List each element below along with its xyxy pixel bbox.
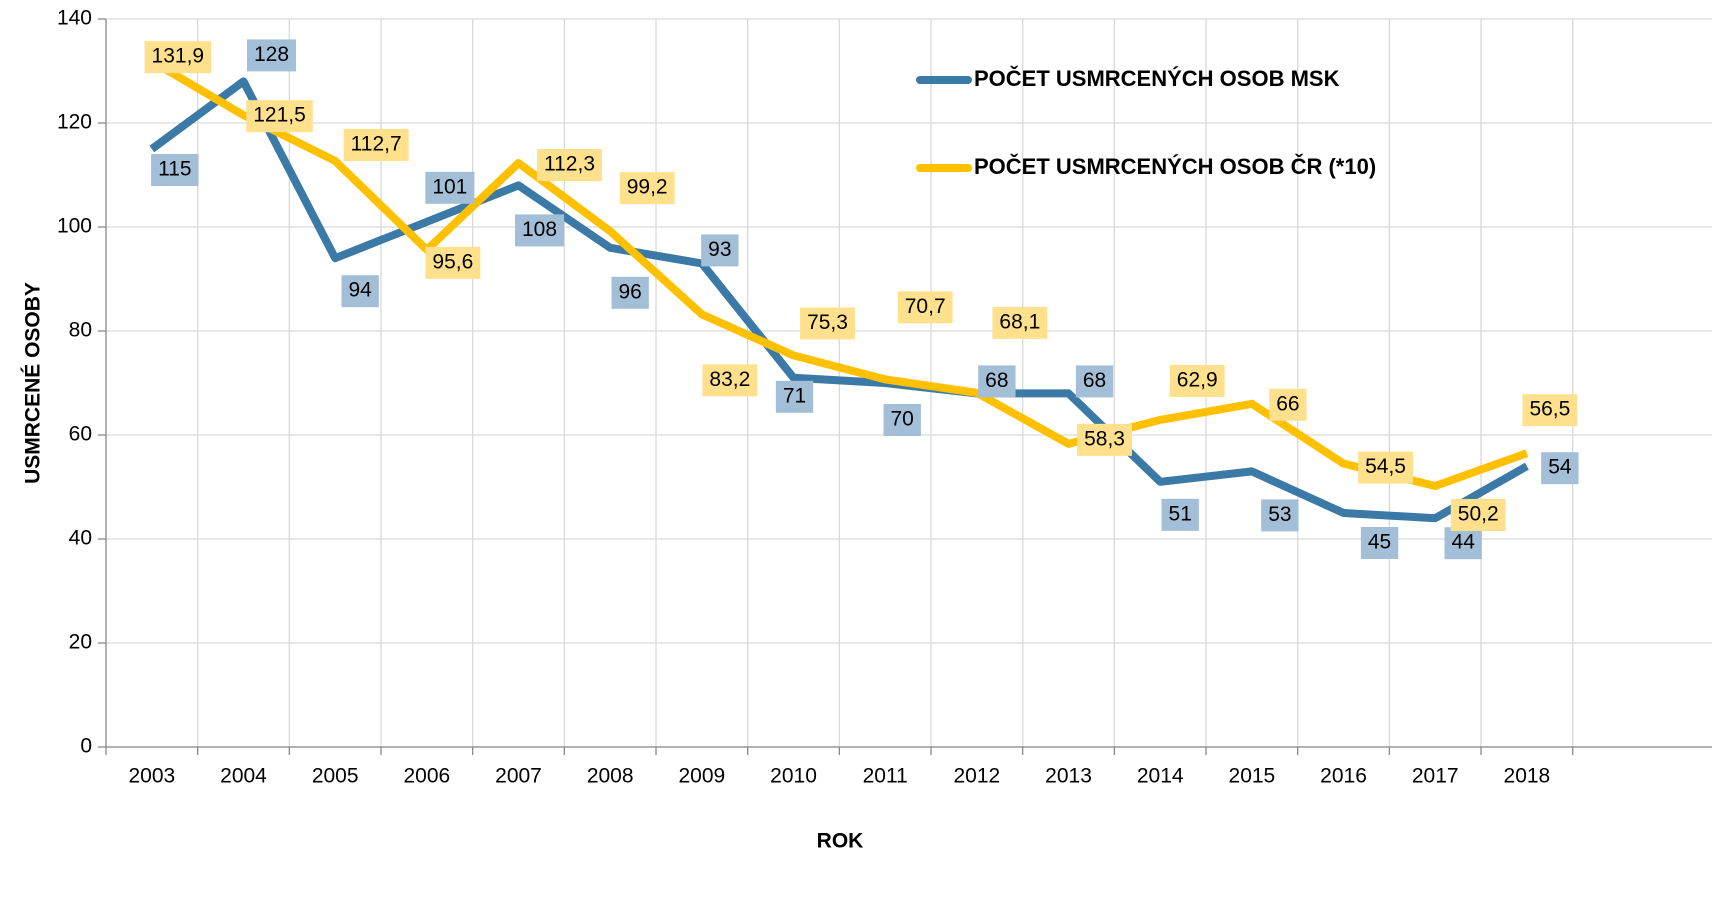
series-line: [149, 77, 1529, 523]
data-label: 95,6: [432, 250, 473, 273]
data-label: 66: [1276, 392, 1299, 415]
data-label: 51: [1169, 502, 1192, 525]
data-label: 83,2: [709, 368, 750, 391]
data-label: 71: [783, 384, 806, 407]
y-tick-label: 0: [80, 735, 92, 758]
x-tick-label: 2008: [587, 765, 634, 788]
y-tick-label: 20: [69, 631, 92, 654]
data-label-bg: [1450, 498, 1506, 531]
y-axis-label: USMRCENÉ OSOBY: [22, 282, 45, 484]
data-label: 128: [254, 43, 289, 66]
data-label: 101: [432, 175, 467, 198]
x-tick-label: 2004: [220, 765, 267, 788]
data-label-bg: [1358, 451, 1413, 484]
data-label: 75,3: [807, 311, 848, 334]
data-label: 70: [891, 408, 914, 431]
lines: [149, 57, 1529, 523]
x-tick-label: 2012: [954, 765, 1001, 788]
data-label-bg: [883, 404, 921, 436]
y-tick-label: 40: [69, 527, 92, 550]
data-label: 70,7: [905, 295, 946, 318]
data-label-bg: [1075, 365, 1114, 398]
data-label-bg: [1161, 498, 1199, 531]
data-label: 68: [1083, 369, 1106, 392]
data-label-bg: [1169, 364, 1225, 397]
data-label-bg: [992, 306, 1048, 339]
data-label: 45: [1368, 531, 1391, 554]
data-label-bg: [619, 172, 675, 205]
data-label-bg: [800, 307, 855, 340]
data-label-bg: [702, 364, 758, 397]
x-tick-label: 2005: [312, 765, 359, 788]
data-label-bg: [425, 171, 475, 204]
data-label-bg: [343, 128, 409, 161]
x-tick-label: 2018: [1504, 765, 1551, 788]
data-label: 131,9: [152, 45, 205, 68]
data-label: 94: [348, 279, 372, 302]
legend-label: POČET USMRCENÝCH OSOB ČR (*10): [974, 154, 1376, 179]
data-label: 121,5: [253, 104, 306, 127]
x-tick-label: 2017: [1412, 765, 1459, 788]
data-label: 68,1: [999, 310, 1040, 333]
data-label-bg: [1444, 527, 1482, 560]
data-label-bg: [537, 149, 603, 182]
series-line: [149, 57, 1529, 490]
data-label-bg: [151, 154, 199, 186]
y-tick-label: 80: [69, 319, 92, 342]
data-label-bg: [1522, 394, 1578, 427]
x-tick-label: 2006: [403, 765, 450, 788]
data-label-bg: [775, 380, 814, 413]
y-tick-label: 120: [57, 111, 92, 134]
data-label: 58,3: [1084, 427, 1125, 450]
data-label: 108: [522, 218, 557, 241]
data-label-bg: [1077, 423, 1132, 456]
data-label-bg: [701, 234, 739, 267]
data-label: 50,2: [1458, 503, 1499, 526]
data-label: 44: [1452, 531, 1476, 554]
data-label: 93: [708, 238, 731, 261]
y-tick-label: 140: [57, 7, 92, 30]
data-label: 68: [985, 369, 1008, 392]
x-tick-label: 2007: [495, 765, 542, 788]
data-label-bg: [897, 291, 953, 324]
data-label-bg: [246, 100, 313, 133]
data-label: 56,5: [1529, 398, 1570, 421]
data-label-bg: [978, 365, 1016, 398]
data-label-bg: [1261, 499, 1299, 532]
data-label-bg: [611, 276, 649, 309]
data-label-bg: [1541, 452, 1579, 485]
data-labels: 115 128 94 101 108 96 93 71 70 68 68 51 53 45 44 54 131,…: [144, 39, 1579, 560]
x-tick-label: 2010: [770, 765, 817, 788]
data-label: 112,7: [351, 133, 402, 156]
data-label: 112,3: [544, 153, 595, 176]
x-tick-label: 2014: [1137, 765, 1184, 788]
x-axis-label: ROK: [817, 830, 864, 853]
data-label-bg: [246, 39, 297, 72]
data-label-bg: [1269, 388, 1307, 421]
data-label-bg: [1360, 527, 1399, 559]
data-label: 62,9: [1177, 368, 1218, 391]
data-label: 115: [158, 158, 191, 181]
y-tick-label: 100: [57, 215, 92, 238]
data-label: 53: [1268, 503, 1291, 526]
data-label: 99,2: [627, 176, 668, 199]
x-tick-label: 2015: [1229, 765, 1276, 788]
data-label-bg: [514, 214, 565, 247]
x-tick-label: 2013: [1045, 765, 1092, 788]
data-label-bg: [144, 41, 212, 74]
x-tick-label: 2016: [1320, 765, 1367, 788]
data-label: 54,5: [1365, 455, 1406, 478]
y-tick-label: 60: [69, 423, 92, 446]
data-label-bg: [425, 246, 481, 279]
x-tick-label: 2011: [863, 765, 908, 788]
x-tick-label: 2003: [128, 765, 175, 788]
data-label: 96: [619, 280, 642, 303]
x-tick-label: 2009: [678, 765, 725, 788]
legend-label: POČET USMRCENÝCH OSOB MSK: [974, 66, 1340, 91]
data-label: 54: [1548, 456, 1572, 479]
data-label-bg: [341, 275, 379, 308]
